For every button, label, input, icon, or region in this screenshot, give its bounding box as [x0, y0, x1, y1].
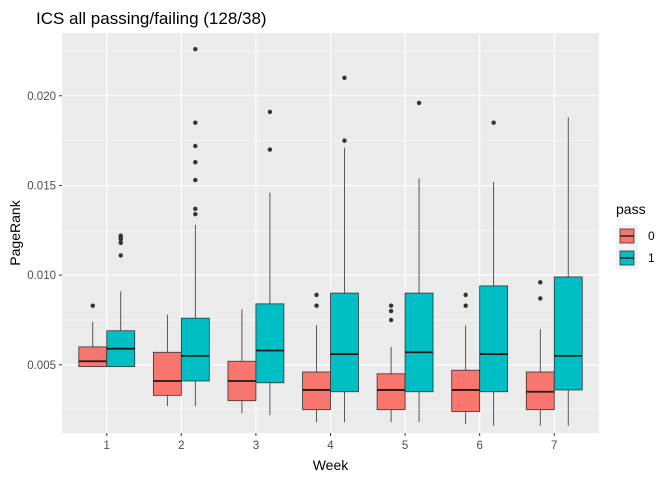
box-week-2-pass-0	[152, 314, 182, 407]
box-week-6-pass-0	[451, 292, 481, 425]
y-tick-label: 0.020	[27, 91, 56, 103]
outlier-point	[90, 303, 95, 308]
x-tick-label: 1	[104, 440, 110, 452]
outlier-point	[193, 46, 198, 52]
box-iqr	[404, 292, 434, 393]
legend-key-0	[616, 225, 638, 247]
outlier-point	[463, 292, 468, 298]
box-week-2-pass-1	[180, 46, 210, 407]
outlier-point	[118, 253, 123, 258]
y-tick-label: 0.005	[27, 360, 56, 372]
outlier-point	[314, 292, 319, 298]
outlier-point	[267, 147, 273, 152]
outlier-point	[118, 240, 123, 246]
box-week-1-pass-1	[106, 233, 136, 368]
outlier-point	[314, 303, 319, 308]
outlier-point	[416, 100, 422, 106]
x-tick-label: 4	[327, 440, 334, 452]
box-week-3-pass-0	[227, 309, 257, 414]
chart-title: ICS all passing/failing (128/38)	[36, 9, 267, 28]
legend-key-1	[616, 247, 638, 269]
legend-title: pass	[616, 201, 646, 217]
legend: pass 0 1	[616, 201, 655, 269]
series-pass-1	[106, 46, 583, 426]
outlier-point	[193, 159, 198, 165]
x-axis-title: Week	[313, 457, 350, 473]
outlier-point	[193, 143, 198, 149]
box-iqr	[479, 285, 509, 393]
x-tick-label: 5	[402, 440, 408, 452]
outlier-point	[193, 211, 198, 217]
box-iqr	[152, 351, 182, 396]
outlier-point	[538, 296, 543, 301]
outlier-point	[388, 303, 394, 308]
box-series	[78, 46, 583, 426]
legend-label-1: 1	[648, 251, 655, 265]
y-axis: 0.005 0.010 0.015 0.020	[27, 91, 62, 372]
box-iqr	[255, 303, 285, 384]
box-week-4-pass-1	[330, 75, 359, 423]
outlier-point	[118, 233, 123, 238]
box-iqr	[553, 276, 583, 391]
box-week-4-pass-0	[302, 292, 331, 423]
x-tick-label: 7	[551, 440, 557, 452]
outlier-point	[388, 317, 394, 323]
outlier-point	[491, 120, 496, 125]
outlier-point	[538, 280, 543, 285]
x-tick-label: 6	[476, 440, 482, 452]
box-week-5-pass-1	[404, 100, 434, 423]
series-pass-0	[78, 280, 555, 426]
box-week-5-pass-0	[376, 303, 406, 423]
outlier-point	[193, 120, 198, 125]
x-axis: 1 2 3 4 5 6 7	[104, 433, 557, 452]
box-week-7-pass-0	[525, 280, 555, 426]
x-tick-label: 3	[253, 440, 259, 452]
y-tick-label: 0.010	[27, 270, 56, 282]
box-iqr	[78, 346, 108, 368]
box-week-6-pass-1	[479, 120, 509, 426]
box-iqr	[180, 317, 210, 382]
box-week-1-pass-0	[78, 303, 108, 368]
x-tick-label: 2	[178, 440, 184, 452]
box-iqr	[330, 292, 359, 393]
outlier-point	[342, 138, 347, 143]
outlier-point	[342, 75, 347, 81]
y-axis-title: PageRank	[7, 199, 23, 265]
outlier-point	[388, 308, 394, 314]
box-week-3-pass-1	[255, 109, 285, 416]
outlier-point	[193, 177, 198, 183]
outlier-point	[463, 303, 468, 308]
box-week-7-pass-1	[553, 117, 583, 426]
outlier-point	[267, 109, 273, 115]
outlier-point	[193, 206, 198, 211]
y-tick-label: 0.015	[27, 180, 56, 192]
legend-label-0: 0	[648, 229, 655, 243]
box-iqr	[376, 373, 406, 411]
